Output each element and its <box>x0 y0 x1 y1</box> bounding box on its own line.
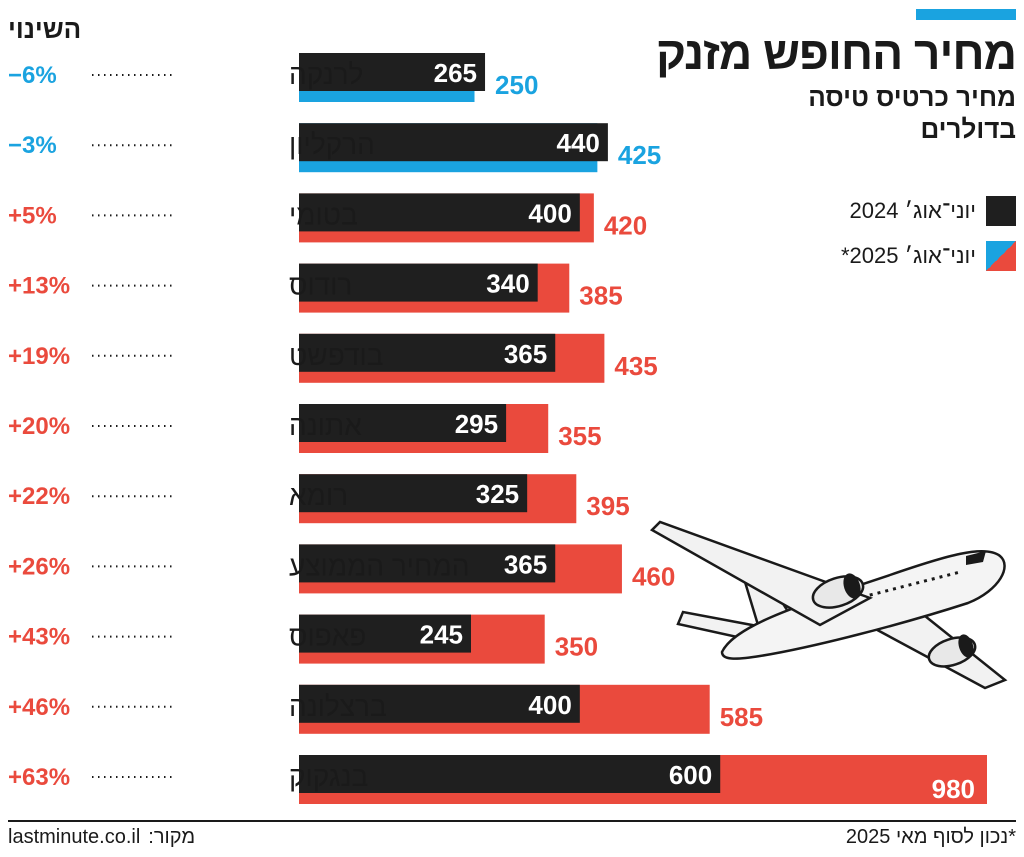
change-label: +63% <box>8 764 70 791</box>
category-label: בנגקוק <box>289 761 368 792</box>
change-label: −3% <box>8 132 57 159</box>
value-label-2025: 385 <box>579 281 622 311</box>
category-label: אתונה <box>289 410 362 441</box>
category-label: רודוס <box>289 270 352 301</box>
value-label-2024: 325 <box>476 479 519 509</box>
change-label: +19% <box>8 343 70 370</box>
accent-bar <box>916 9 1016 20</box>
value-label-2024: 365 <box>504 339 547 369</box>
bar-2024 <box>299 755 721 793</box>
value-label-2024: 400 <box>528 198 571 228</box>
bar-2024 <box>299 544 556 583</box>
category-label: לרנקה <box>289 59 363 90</box>
value-label-2025: 980 <box>932 774 975 804</box>
change-label: +5% <box>8 202 57 229</box>
airplane-icon <box>649 520 1008 690</box>
bar-2024 <box>299 684 580 723</box>
bar-2024 <box>299 53 486 91</box>
value-label-2024: 245 <box>420 620 463 650</box>
bar-2024 <box>299 614 471 653</box>
value-label-2025: 435 <box>614 351 657 381</box>
value-label-2025: 420 <box>604 210 647 240</box>
bar-2024 <box>299 123 608 162</box>
footer-rule <box>8 820 1016 822</box>
source-label: מקור: <box>148 826 196 848</box>
legend-label-2024: יוני־אוג׳ 2024 <box>849 198 977 223</box>
bar-2024 <box>299 263 538 302</box>
value-label-2024: 295 <box>455 409 498 439</box>
change-label: +46% <box>8 694 70 721</box>
category-label: הרקליון <box>289 129 375 160</box>
change-label: +43% <box>8 624 70 651</box>
legend-label-2025: יוני־אוג׳ 2025* <box>840 243 976 268</box>
chart-subtitle: מחיר כרטיס טיסה <box>808 82 1016 112</box>
change-label: +13% <box>8 273 70 300</box>
source: lastminute.co.il מקור: <box>8 826 195 849</box>
value-label-2024: 340 <box>486 269 529 299</box>
category-label: פאפוס <box>289 621 366 652</box>
change-label: +26% <box>8 553 70 580</box>
value-label-2025: 395 <box>586 491 629 521</box>
value-label-2025: 350 <box>555 632 598 662</box>
value-label-2025: 425 <box>618 140 661 170</box>
change-column-header: השינוי <box>8 14 82 44</box>
category-label: רומא <box>289 480 348 511</box>
value-label-2024: 600 <box>669 760 712 790</box>
category-label: בטומי <box>289 199 358 230</box>
footnote: *נכון לסוף מאי 2025 <box>845 826 1016 848</box>
value-label-2024: 440 <box>557 128 600 158</box>
bars-layer: 265 250 לרנקה −6% 440 425 הרקליון −3% 400 420 בטומ… <box>8 53 987 804</box>
bar-2024 <box>299 333 556 372</box>
value-label-2024: 400 <box>528 690 571 720</box>
legend-item-2024: יוני־אוג׳ 2024 <box>849 196 1016 226</box>
value-label-2024: 265 <box>434 58 477 88</box>
value-label-2024: 365 <box>504 549 547 579</box>
category-label: המחיר הממוצע <box>289 550 469 581</box>
value-label-2025: 250 <box>495 70 538 100</box>
bar-2024 <box>299 474 528 513</box>
value-label-2025: 460 <box>632 561 675 591</box>
change-label: +22% <box>8 483 70 510</box>
value-label-2025: 355 <box>558 421 601 451</box>
bar-2024 <box>299 404 507 442</box>
legend-swatch-2024 <box>986 196 1016 226</box>
change-label: −6% <box>8 62 57 89</box>
source-site: lastminute.co.il <box>8 826 141 848</box>
bar-2024 <box>299 193 580 232</box>
chart-title: מחיר החופש מזנק <box>656 27 1017 79</box>
category-label: ברצלונה <box>289 691 387 722</box>
chart-subtitle-unit: בדולרים <box>920 114 1016 144</box>
legend-item-2025: יוני־אוג׳ 2025* <box>841 241 1016 271</box>
legend-swatch-2025 <box>986 241 1016 271</box>
value-label-2025: 585 <box>720 702 763 732</box>
category-label: בודפשט <box>289 340 384 371</box>
change-label: +20% <box>8 413 70 440</box>
